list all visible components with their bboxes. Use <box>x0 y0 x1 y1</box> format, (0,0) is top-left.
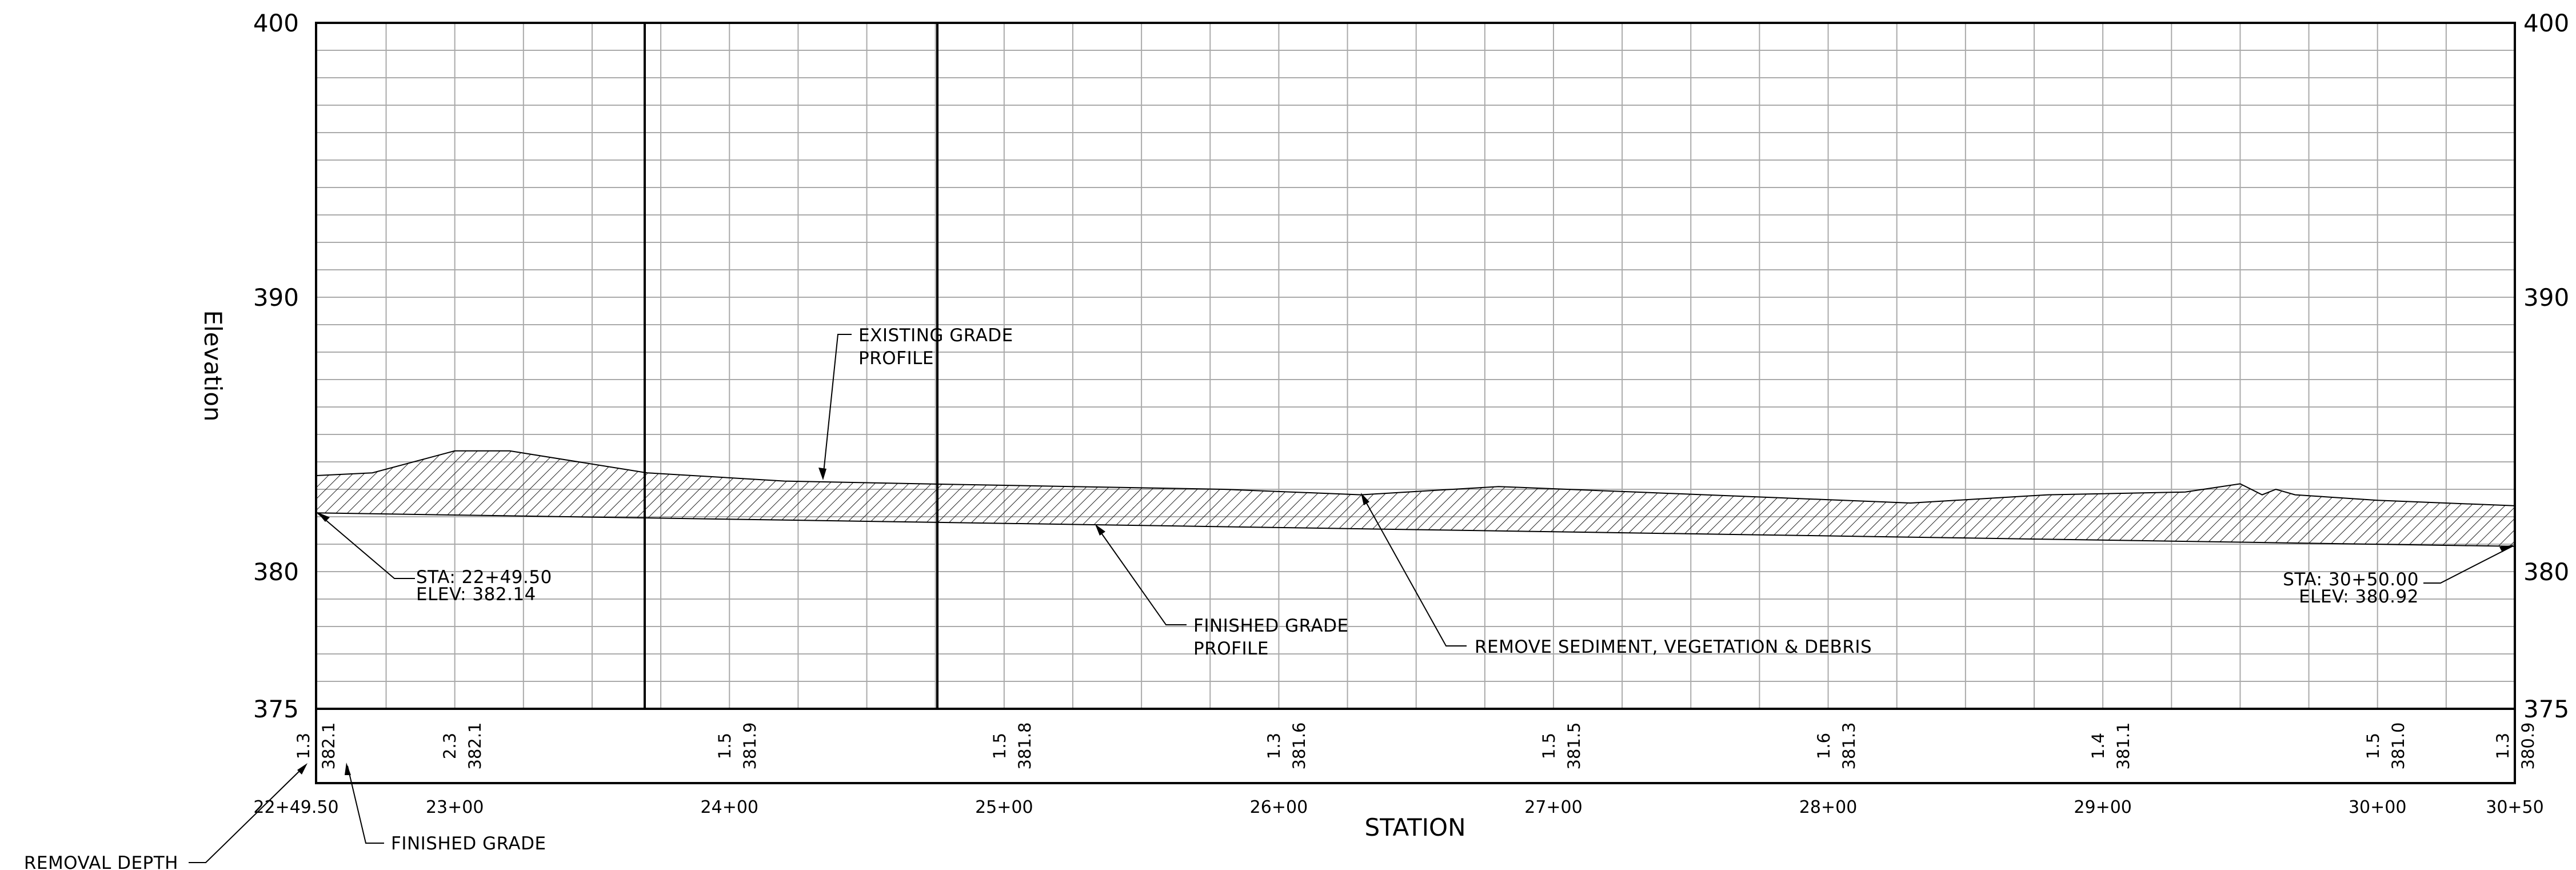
end-point-callout: STA: 30+50.00 ELEV: 380.92 <box>2283 545 2514 607</box>
station-label: 30+00 <box>2349 797 2406 817</box>
y-tick-400-left: 400 <box>253 9 299 37</box>
station-label: 23+00 <box>426 797 484 817</box>
finished-grade-legend-label: FINISHED GRADE <box>391 833 546 854</box>
removal-depth-legend: REMOVAL DEPTH <box>24 763 307 870</box>
y-tick-390-left: 390 <box>253 284 299 312</box>
finished-grade-value: 381.8 <box>1015 722 1035 769</box>
data-strip-frame <box>315 708 2516 784</box>
grid-lines <box>316 23 2515 709</box>
removal-depth-value: 1.5 <box>1539 733 1559 759</box>
existing-grade-label-1: EXISTING GRADE <box>858 325 1013 346</box>
removal-depth-value: 1.3 <box>294 733 313 759</box>
y-axis-title: Elevation <box>199 310 227 421</box>
station-labels: 22+49.50 23+00 24+00 25+00 26+00 27+00 28+00 29… <box>253 797 2543 817</box>
end-sta-label: STA: 30+50.00 <box>2283 569 2419 590</box>
existing-grade-line <box>315 450 2515 506</box>
removal-depth-value: 2.3 <box>440 733 460 759</box>
finished-grade-line <box>315 512 2515 547</box>
value-columns: 1.3 382.1 2.3 382.1 1.5 381.9 1.5 381.8 1.3 381.6… <box>294 722 2538 769</box>
finished-grade-value: 381.0 <box>2389 722 2408 769</box>
station-label: 24+00 <box>701 797 758 817</box>
finished-grade-label-2: PROFILE <box>1193 638 1269 659</box>
x-axis-title: STATION <box>1364 813 1465 841</box>
remove-sediment-callout: REMOVE SEDIMENT, VEGETATION & DEBRIS <box>1361 493 1872 657</box>
y-tick-400-right: 400 <box>2523 9 2569 37</box>
start-sta-label: STA: 22+49.50 <box>416 567 552 588</box>
removal-depth-value: 1.6 <box>1814 733 1834 759</box>
y-tick-375-left: 375 <box>253 695 299 723</box>
removal-depth-value: 1.4 <box>2088 733 2108 759</box>
y-tick-380-right: 380 <box>2523 558 2569 586</box>
removal-depth-value: 1.5 <box>715 733 734 759</box>
station-label: 22+49.50 <box>253 797 338 817</box>
removal-depth-label: REMOVAL DEPTH <box>24 853 178 870</box>
station-label: 29+00 <box>2074 797 2131 817</box>
finished-grade-label-1: FINISHED GRADE <box>1193 616 1349 636</box>
existing-grade-label-2: PROFILE <box>858 348 934 369</box>
station-label: 30+50 <box>2486 797 2543 817</box>
y-tick-375-right: 375 <box>2523 695 2569 723</box>
finished-grade-value: 381.1 <box>2114 722 2133 769</box>
finished-grade-value: 381.6 <box>1289 722 1309 769</box>
finished-grade-value: 381.5 <box>1564 722 1584 769</box>
station-label: 28+00 <box>1799 797 1857 817</box>
plot-frame <box>315 22 2516 710</box>
removal-depth-value: 1.3 <box>1264 733 1284 759</box>
finished-grade-value: 381.3 <box>1839 722 1859 769</box>
removal-depth-value: 1.5 <box>2363 733 2383 759</box>
finished-grade-callout: FINISHED GRADE PROFILE <box>1095 524 1349 659</box>
end-elev-label: ELEV: 380.92 <box>2299 586 2419 607</box>
remove-sediment-label: REMOVE SEDIMENT, VEGETATION & DEBRIS <box>1475 637 1872 657</box>
finished-grade-legend: FINISHED GRADE <box>345 763 546 854</box>
start-elev-label: ELEV: 382.14 <box>416 584 536 605</box>
removal-area-hatch <box>316 450 2515 546</box>
y-tick-380-left: 380 <box>253 558 299 586</box>
removal-depth-value: 1.5 <box>990 733 1009 759</box>
existing-grade-callout: EXISTING GRADE PROFILE <box>818 325 1013 480</box>
station-label: 25+00 <box>975 797 1033 817</box>
station-label: 27+00 <box>1524 797 1582 817</box>
finished-grade-value: 381.9 <box>740 722 760 769</box>
finished-grade-value: 380.9 <box>2518 722 2538 769</box>
removal-depth-value: 1.3 <box>2493 733 2513 759</box>
finished-grade-value: 382.1 <box>319 722 338 769</box>
y-tick-390-right: 390 <box>2523 284 2569 312</box>
start-point-callout: STA: 22+49.50 ELEV: 382.14 <box>317 512 552 605</box>
station-label: 26+00 <box>1250 797 1308 817</box>
finished-grade-value: 382.1 <box>465 722 485 769</box>
